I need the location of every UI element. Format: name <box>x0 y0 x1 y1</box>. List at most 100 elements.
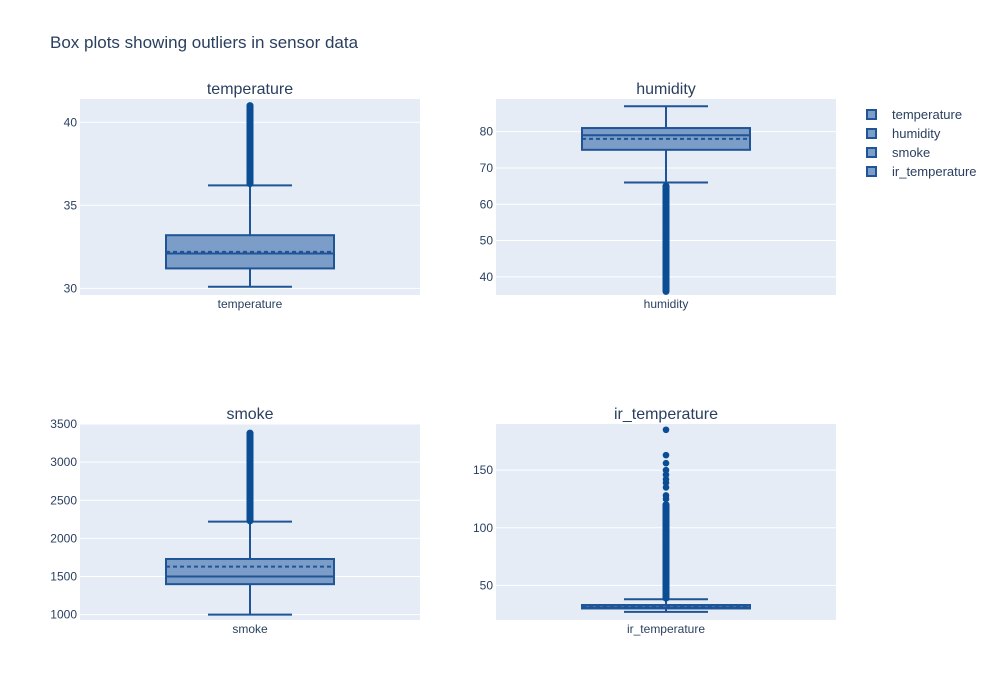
outlier-point <box>662 182 670 190</box>
outlier-point <box>662 553 670 560</box>
x-tick-label: ir_temperature <box>627 622 705 636</box>
outlier-point <box>662 229 670 237</box>
outlier-point <box>662 547 670 555</box>
outlier-point <box>662 288 670 295</box>
y-tick-label: 30 <box>64 281 78 295</box>
outlier-point <box>662 512 670 520</box>
outlier-point <box>246 512 254 519</box>
outlier-point <box>246 135 254 143</box>
legend-item-smoke[interactable]: smoke <box>862 143 977 162</box>
outlier-point <box>662 530 670 537</box>
outlier-point <box>662 492 670 499</box>
outlier-point <box>662 222 670 230</box>
outlier-point <box>246 489 254 496</box>
outlier-point <box>662 576 670 583</box>
outlier-point <box>662 237 670 244</box>
outlier-point <box>662 273 670 281</box>
outlier-point <box>662 193 670 201</box>
legend-item-temperature[interactable]: temperature <box>862 105 977 124</box>
subplot-smoke: 1000 1500 2000 2500 3000 3500 smoke smoke <box>50 406 420 636</box>
subplot-title: humidity <box>636 81 696 98</box>
y-tick-label: 40 <box>64 115 78 129</box>
legend: temperature humidity smoke ir_temperatur… <box>862 105 977 181</box>
outlier-point <box>662 466 670 474</box>
outlier-point <box>246 458 254 466</box>
outlier-point <box>662 518 670 526</box>
outlier-point <box>246 127 254 134</box>
x-tick-label: temperature <box>218 297 283 311</box>
outlier-point <box>246 474 254 481</box>
outlier-point <box>246 118 254 126</box>
y-tick-label: 1000 <box>50 608 77 622</box>
legend-swatch <box>866 109 877 120</box>
legend-item-ir-temperature[interactable]: ir_temperature <box>862 162 977 181</box>
outlier-point <box>662 484 670 491</box>
box-iqr <box>165 557 335 586</box>
subplot-humidity: 40 50 60 70 80 humidity humidity <box>480 81 836 311</box>
outlier-point <box>662 244 670 252</box>
outlier-point <box>662 559 670 566</box>
outlier-point <box>246 435 254 443</box>
outlier-point <box>662 593 670 601</box>
subplot-ir-temperature: 50 100 150 ir_temperature ir_temperature <box>473 406 836 636</box>
y-tick-label: 60 <box>480 197 494 211</box>
outlier-point <box>662 507 670 514</box>
outlier-point <box>246 481 254 489</box>
outlier-point <box>662 426 670 434</box>
outlier-point <box>246 102 254 109</box>
outlier-point <box>662 208 670 215</box>
legend-item-humidity[interactable]: humidity <box>862 124 977 143</box>
outlier-point <box>662 582 670 589</box>
subplot-title: temperature <box>207 81 293 98</box>
y-tick-label: 3000 <box>50 455 77 469</box>
outlier-point <box>662 459 670 467</box>
chart-title: Box plots showing outliers in sensor dat… <box>50 33 359 52</box>
y-tick-label: 2500 <box>50 493 77 507</box>
y-tick-label: 150 <box>473 463 493 477</box>
outlier-point <box>246 466 254 474</box>
outlier-point <box>662 215 670 223</box>
y-tick-label: 40 <box>480 270 494 284</box>
y-tick-label: 70 <box>480 161 494 175</box>
x-tick-label: humidity <box>644 297 689 311</box>
outlier-point <box>246 143 254 151</box>
outlier-point <box>662 501 670 509</box>
legend-label: ir_temperature <box>892 164 977 179</box>
legend-label: temperature <box>892 107 963 122</box>
legend-swatch <box>866 128 877 139</box>
y-tick-label: 2000 <box>50 531 77 545</box>
legend-label: humidity <box>892 126 941 141</box>
outlier-point <box>246 496 254 504</box>
outlier-point <box>662 451 670 459</box>
outlier-point <box>662 535 670 543</box>
outlier-point <box>662 266 670 273</box>
outlier-point <box>246 168 254 176</box>
outlier-point <box>662 200 670 208</box>
outlier-point <box>246 110 254 118</box>
outlier-point <box>246 429 254 437</box>
subplot-title: smoke <box>226 406 273 423</box>
y-tick-label: 1500 <box>50 570 77 584</box>
y-tick-label: 80 <box>480 125 494 139</box>
subplot-temperature: 30 35 40 temperature temperature <box>64 81 420 311</box>
y-tick-label: 3500 <box>50 417 77 431</box>
outlier-point <box>246 443 254 451</box>
y-tick-label: 35 <box>64 198 78 212</box>
y-tick-label: 50 <box>480 578 494 592</box>
legend-swatch <box>866 166 877 177</box>
legend-swatch <box>866 147 877 158</box>
outlier-point <box>246 160 254 168</box>
outlier-point <box>662 524 670 532</box>
outlier-point <box>246 504 254 512</box>
y-tick-label: 50 <box>480 234 494 248</box>
outlier-point <box>246 152 254 159</box>
outlier-point <box>662 476 670 483</box>
y-tick-label: 100 <box>473 521 493 535</box>
outlier-point <box>662 570 670 578</box>
x-tick-label: smoke <box>232 622 268 636</box>
subplot-title: ir_temperature <box>614 406 718 423</box>
outlier-point <box>246 451 254 458</box>
legend-label: smoke <box>892 145 931 160</box>
outlier-point <box>662 259 670 266</box>
